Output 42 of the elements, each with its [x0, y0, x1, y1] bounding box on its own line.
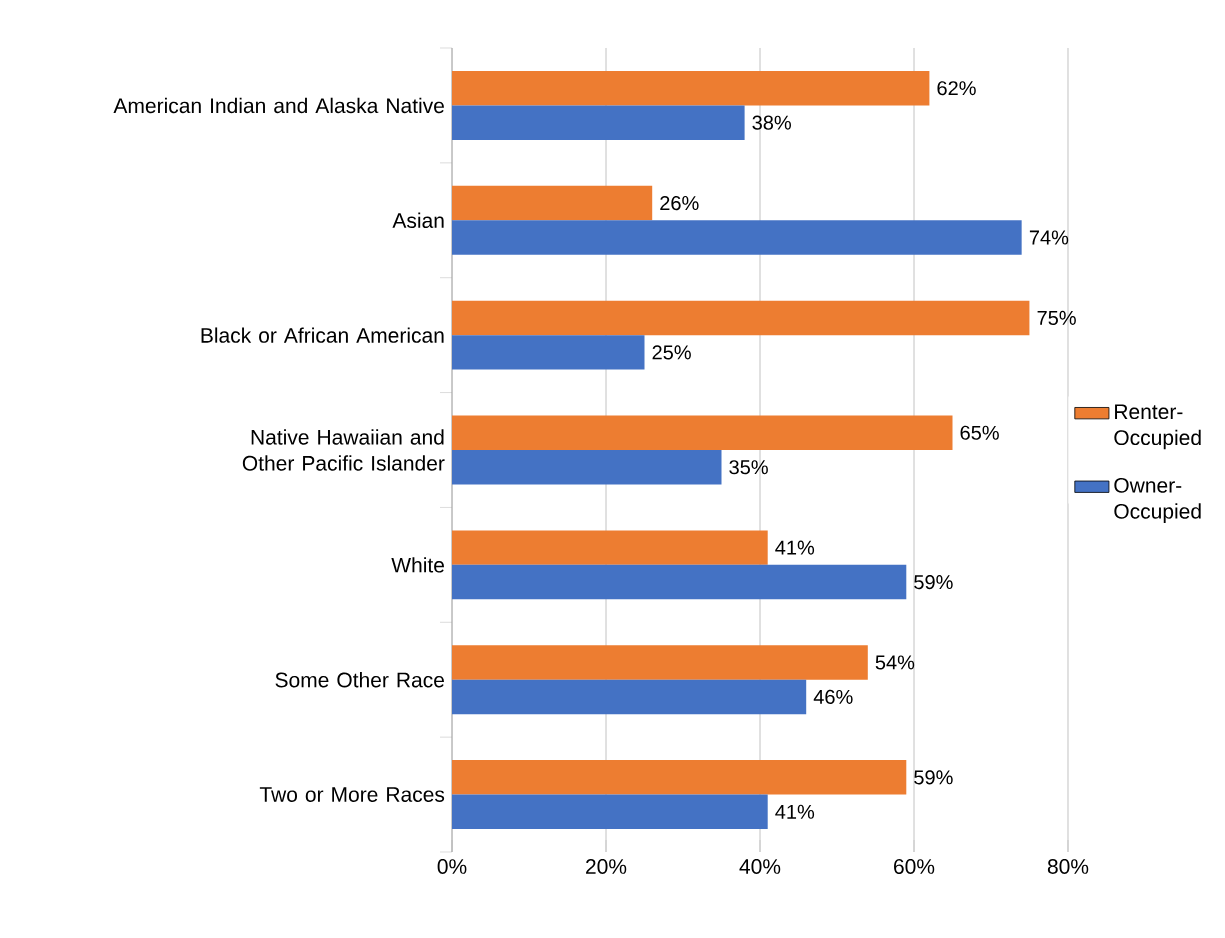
- y-tick-label: Black or African American: [201, 327, 444, 343]
- x-tick-label: 40%: [739, 859, 781, 874]
- data-label: 59%: [914, 770, 953, 785]
- y-tick-label: American Indian and Alaska Native: [113, 97, 444, 114]
- y-tick-label: Asian: [392, 212, 444, 229]
- data-label: 25%: [652, 345, 691, 360]
- legend-label: Renter-Occupied: [1114, 404, 1201, 450]
- data-label: 54%: [875, 655, 915, 670]
- bar: [452, 794, 768, 830]
- bar: [452, 679, 807, 715]
- bar: [452, 335, 645, 370]
- data-label: 41%: [775, 804, 815, 819]
- data-label: 38%: [752, 115, 791, 130]
- bar: [452, 220, 1022, 255]
- data-label: 59%: [914, 575, 953, 590]
- bar: [452, 450, 722, 485]
- bar: [452, 105, 745, 140]
- y-tick-label: Two or More Races: [259, 787, 445, 802]
- legend-label: Owner-Occupied: [1114, 477, 1201, 523]
- bar: [452, 415, 953, 450]
- bar: [452, 300, 1030, 336]
- data-label: 65%: [960, 425, 999, 440]
- data-label: 41%: [775, 540, 815, 555]
- data-label: 74%: [1029, 230, 1069, 245]
- x-tick-label: 0%: [437, 859, 467, 874]
- bar: [452, 760, 907, 795]
- data-label: 75%: [1037, 310, 1076, 325]
- bar: [452, 564, 907, 600]
- y-tick-label: White: [391, 557, 444, 573]
- data-label: 46%: [813, 689, 853, 705]
- bar: [452, 185, 653, 221]
- x-tick-label: 60%: [894, 859, 935, 874]
- y-tick-label: Some Other Race: [275, 672, 444, 688]
- data-label: 26%: [660, 195, 699, 211]
- bar: [452, 645, 868, 680]
- x-tick-label: 20%: [586, 859, 627, 874]
- bar: [452, 70, 930, 106]
- x-tick-label: 80%: [1047, 859, 1089, 874]
- y-tick-label: Native Hawaiian and Other Pacific Islander: [242, 429, 445, 471]
- data-label: 62%: [937, 81, 976, 96]
- bar: [452, 530, 768, 565]
- data-label: 35%: [729, 460, 768, 475]
